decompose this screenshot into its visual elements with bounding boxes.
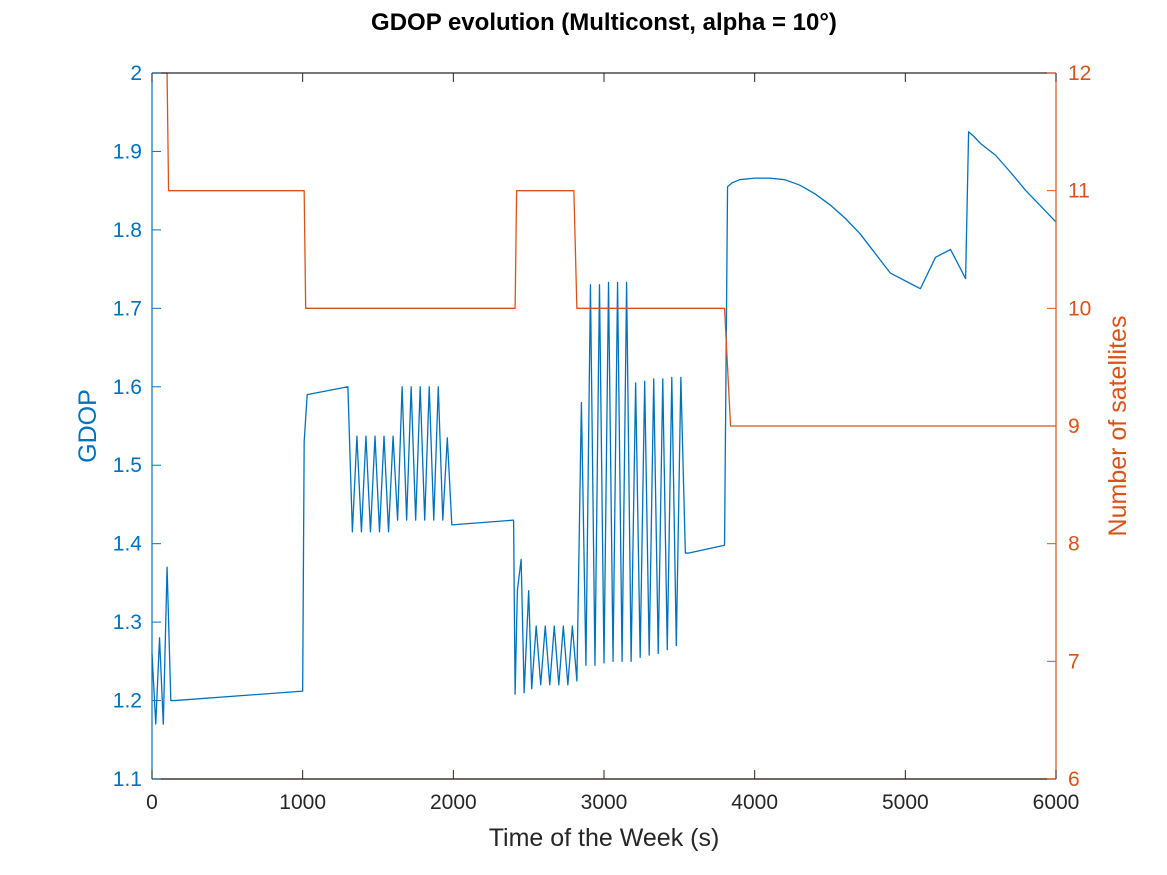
y-axis-left-title: GDOP: [74, 389, 102, 463]
y-right-tick-label: 11: [1068, 180, 1090, 203]
chart-title: GDOP evolution (Multiconst, alpha = 10°): [371, 9, 837, 36]
series-line-right-1: [152, 72, 1056, 427]
x-tick-label: 3000: [581, 791, 628, 814]
x-tick-label: 2000: [430, 791, 477, 814]
x-tick-label: 6000: [1033, 791, 1080, 814]
series-line-left-0: [151, 131, 1057, 725]
x-tick-label: 0: [146, 791, 158, 814]
plot-layer: [151, 72, 1057, 780]
x-axis-title: Time of the Week (s): [489, 824, 720, 852]
y-right-tick-label: 6: [1068, 768, 1080, 791]
y-right-tick-label: 8: [1068, 533, 1080, 556]
y-right-tick-label: 12: [1068, 62, 1091, 85]
y-left-tick-label: 1.7: [113, 297, 142, 320]
x-tick-label: 4000: [731, 791, 778, 814]
x-tick-label: 1000: [279, 791, 326, 814]
y-left-tick-label: 2: [130, 62, 142, 85]
y-left-tick-label: 1.6: [113, 376, 142, 399]
y-left-tick-label: 1.9: [113, 140, 142, 163]
y-left-tick-label: 1.8: [113, 219, 142, 242]
axes-layer: 0 1000 2000 3000 4000 5000 6000 1.1 1.2 1.3 1.4 1.5…: [113, 62, 1092, 814]
y-right-tick-label: 9: [1068, 415, 1080, 438]
y-right-tick-label: 10: [1068, 297, 1091, 320]
y-right-tick-label: 7: [1068, 650, 1080, 673]
y-axis-right-title: Number of satellites: [1104, 316, 1132, 537]
y-left-tick-label: 1.4: [113, 533, 143, 556]
y-left-tick-label: 1.2: [113, 690, 142, 713]
x-tick-label: 5000: [882, 791, 929, 814]
y-left-tick-label: 1.1: [113, 768, 142, 791]
y-left-tick-label: 1.3: [113, 611, 142, 634]
y-left-tick-label: 1.5: [113, 454, 142, 477]
